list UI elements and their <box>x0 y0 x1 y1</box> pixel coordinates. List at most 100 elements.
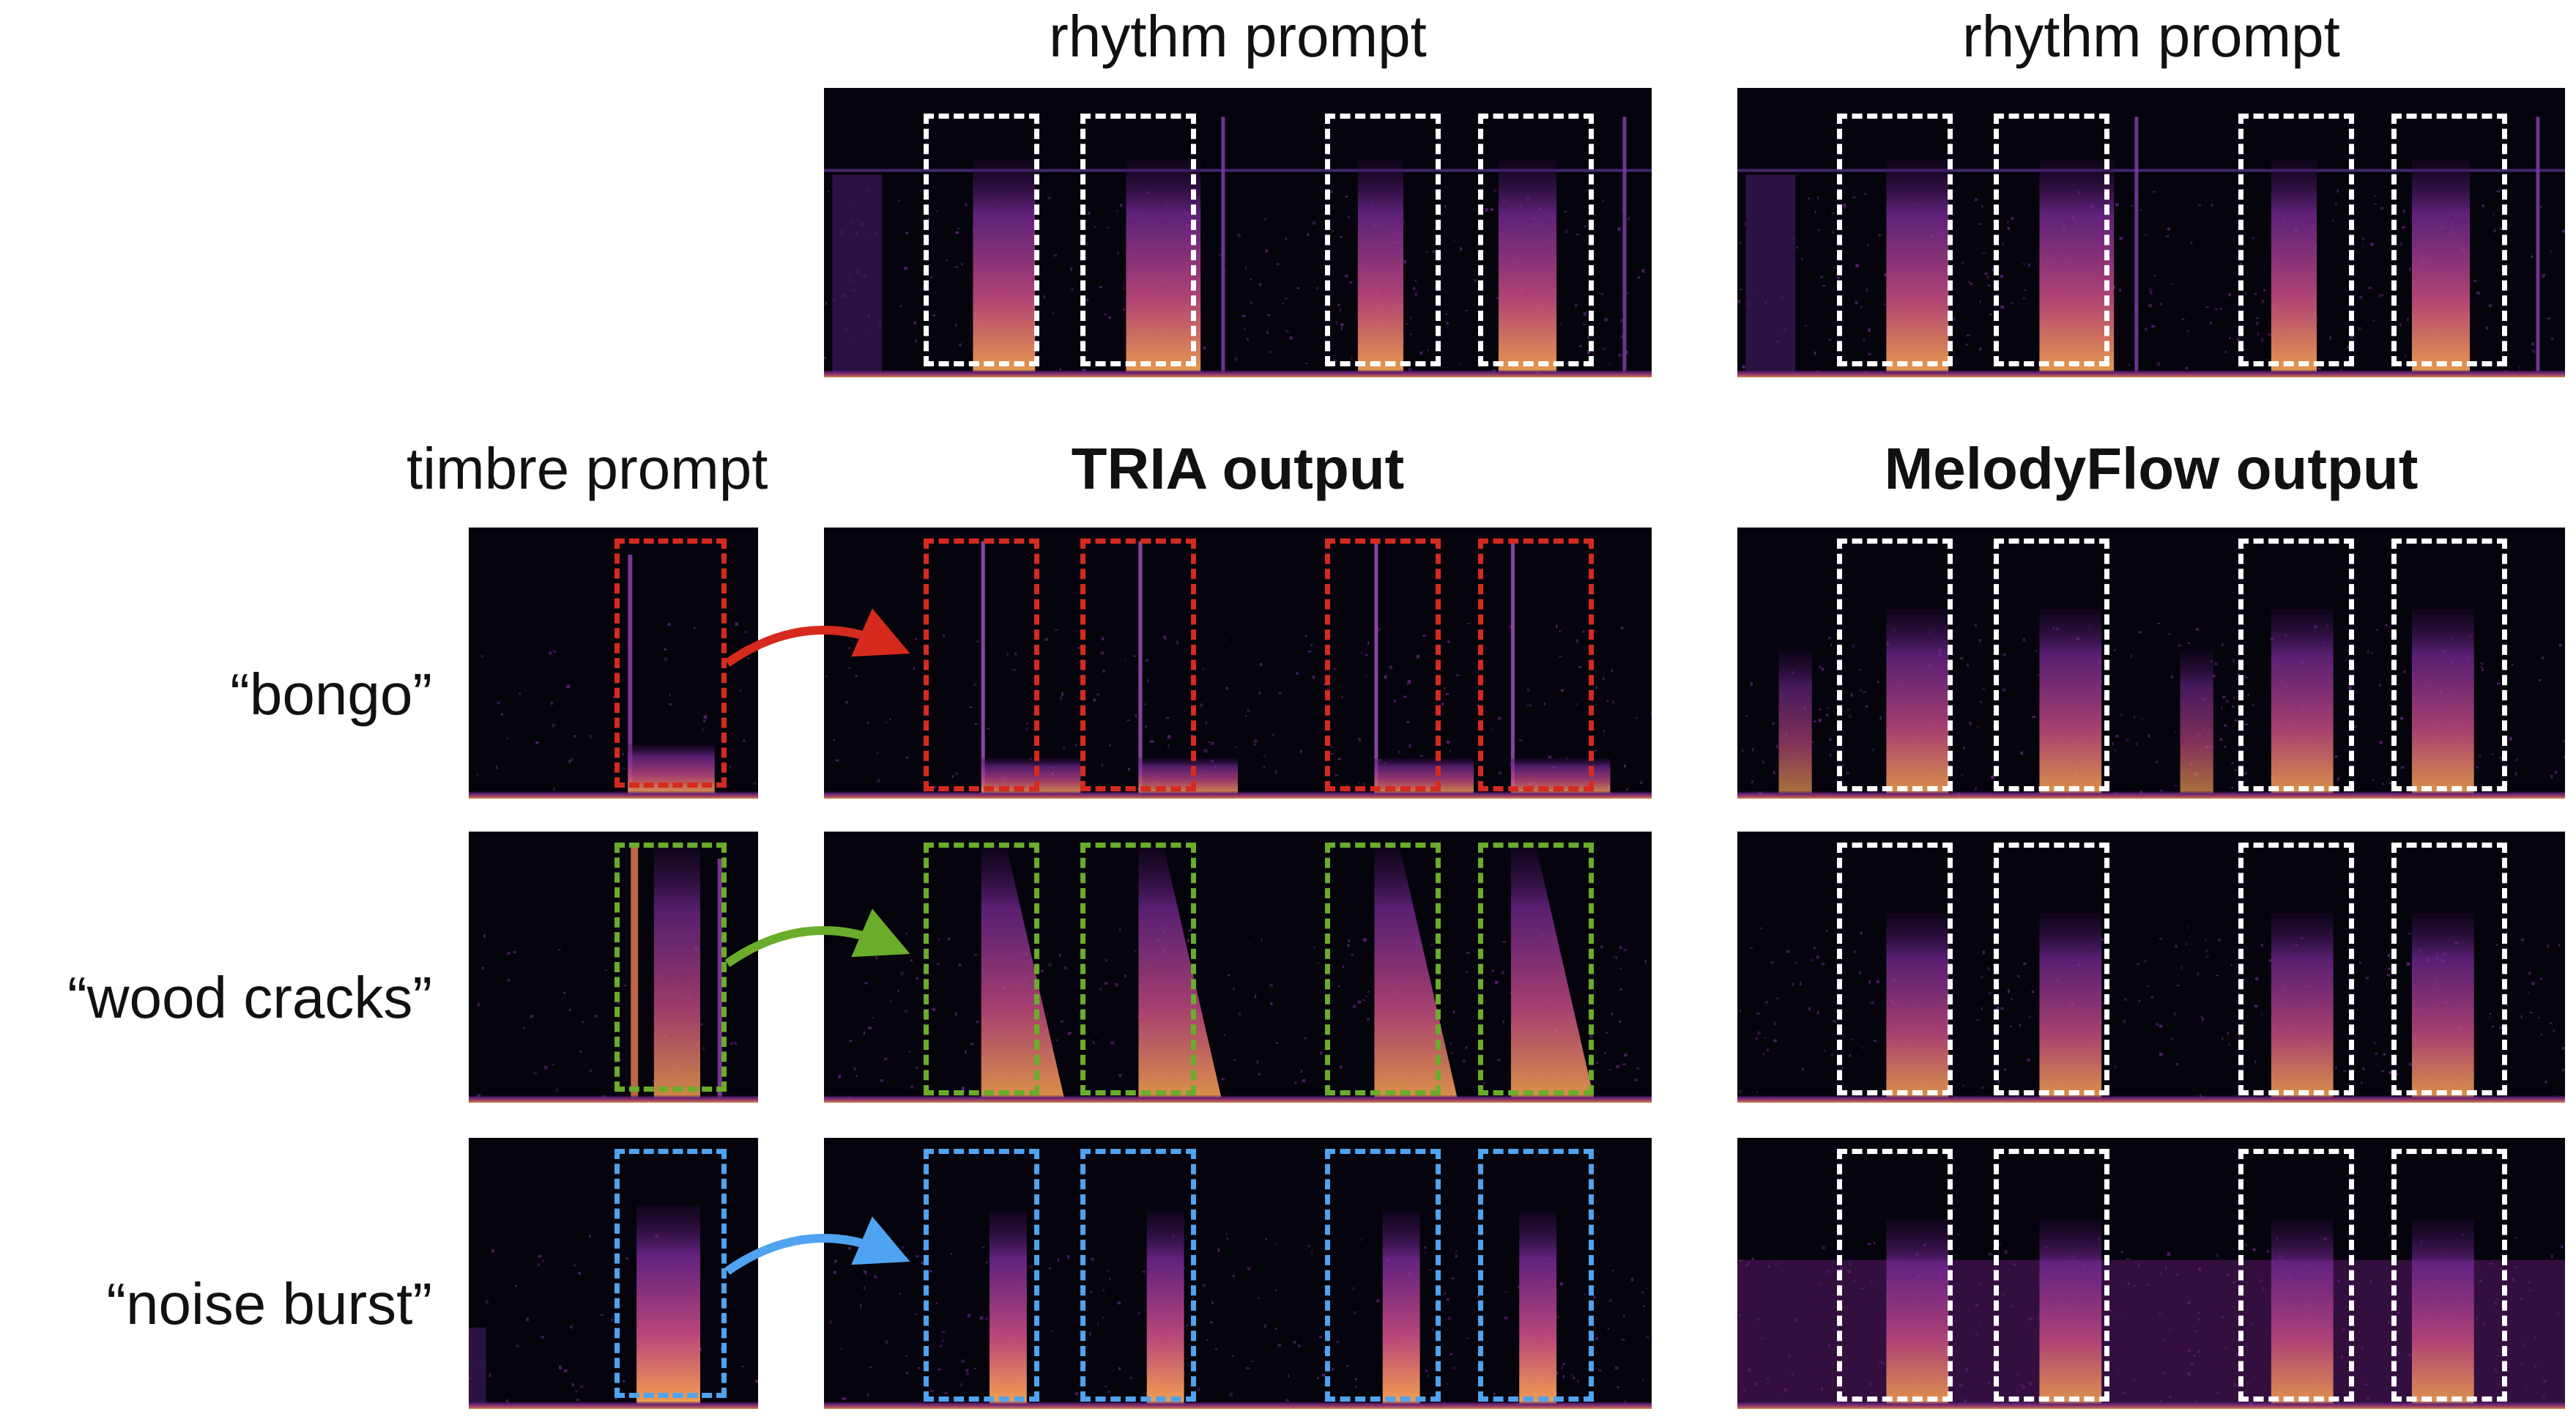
spectrogram-noise <box>2231 705 2235 708</box>
spectrogram-noise <box>741 1366 744 1368</box>
spectrogram-noise <box>1883 303 1886 306</box>
spectrogram-noise <box>1088 212 1091 215</box>
spectrogram-noise <box>2531 255 2533 259</box>
tria-onset-box <box>1477 843 1594 1095</box>
spectrogram-noise <box>1828 738 1832 741</box>
spectrogram-noise <box>1616 1065 1619 1068</box>
spectrogram-noise <box>1249 942 1251 945</box>
spectrogram-noise <box>2496 190 2501 193</box>
spectrogram-noise <box>497 701 500 704</box>
spectrogram-noise <box>1504 1316 1508 1320</box>
spectrogram-noise <box>2381 783 2385 785</box>
spectrogram-noise <box>2493 213 2495 215</box>
spectrogram-onset <box>981 845 1064 1098</box>
spectrogram-noise <box>1250 301 1253 305</box>
spectrogram-noise <box>1359 782 1361 785</box>
spectrogram-noise <box>2473 280 2477 282</box>
spectrogram-noise <box>1454 239 1456 242</box>
spectrogram-floor <box>1737 370 2565 377</box>
spectrogram-noise <box>1077 647 1081 649</box>
spectrogram-noise <box>946 259 949 262</box>
spectrogram-noise <box>1245 714 1247 718</box>
spectrogram-noise <box>516 1344 519 1347</box>
spectrogram-noise <box>825 301 828 305</box>
spectrogram-noise <box>2496 682 2501 685</box>
spectrogram-noise <box>2514 1237 2517 1239</box>
spectrogram-noise <box>1762 760 1765 764</box>
spectrogram-noise <box>1611 1013 1614 1015</box>
spectrogram-noise <box>1555 1371 1559 1375</box>
spectrogram-noise <box>1412 286 1416 291</box>
spectrogram-noise <box>514 1285 518 1287</box>
spectrogram-noise <box>2368 286 2372 289</box>
spectrogram-noise <box>1353 1005 1356 1008</box>
spectrogram-noise <box>2262 300 2264 303</box>
spectrogram-noise <box>2115 203 2119 207</box>
spectrogram-noise <box>1504 1291 1507 1293</box>
spectrogram-noise <box>1355 1385 1358 1388</box>
spectrogram-noise <box>1109 1277 1111 1281</box>
spectrogram-noise <box>1979 700 1983 703</box>
spectrogram-noise <box>1776 997 1779 1000</box>
spectrogram-noise <box>835 759 839 762</box>
spectrogram-noise <box>915 1066 918 1069</box>
spectrogram-noise <box>1615 956 1617 960</box>
spectrogram-noise <box>2379 740 2383 744</box>
spectrogram-noise <box>2227 1032 2230 1035</box>
spectrogram-noise <box>834 1259 837 1263</box>
spectrogram-noise <box>2261 338 2263 342</box>
spectrogram-noise <box>1867 243 1869 247</box>
spectrogram-noise <box>2190 242 2193 244</box>
spectrogram-noise <box>1752 747 1754 752</box>
spectrogram-noise <box>1362 783 1366 785</box>
spectrogram-noise <box>2343 1070 2347 1072</box>
spectrogram-noise <box>833 739 835 741</box>
spectrogram-noise <box>2247 693 2249 696</box>
spectrogram-noise <box>1102 1289 1105 1292</box>
spectrogram-noise <box>1558 655 1562 658</box>
spectrogram-noise <box>2171 1037 2174 1040</box>
spectrogram-noise <box>2373 1042 2376 1044</box>
spectrogram-noise <box>1979 347 1982 351</box>
spectrogram-noise <box>1863 338 1866 342</box>
spectrogram-noise <box>2558 944 2561 947</box>
spectrogram-noise <box>1450 1042 1452 1045</box>
spectrogram-noise <box>1274 1328 1278 1330</box>
spectrogram-noise <box>2231 786 2233 790</box>
spectrogram-noise <box>1853 950 1856 953</box>
spectrogram-noise <box>1247 337 1249 341</box>
spectrogram-noise <box>958 963 962 966</box>
spectrogram-noise <box>936 210 939 212</box>
spectrogram-noise <box>1622 1339 1625 1341</box>
spectrogram-noise <box>1403 221 1406 224</box>
spectrogram-noise <box>1625 788 1629 791</box>
spectrogram-noise <box>612 932 615 935</box>
spectrogram-noise <box>905 1355 908 1358</box>
spectrogram-noise <box>1821 962 1825 966</box>
spectrogram-noise <box>1970 282 1972 286</box>
spectrogram-noise <box>1432 250 1436 253</box>
spectrogram-noise <box>1300 1070 1303 1073</box>
spectrogram-noise <box>2167 633 2172 635</box>
spectrogram-noise <box>1467 622 1471 625</box>
spectrogram-noise <box>2347 346 2351 349</box>
spectrogram-noise <box>1188 929 1192 932</box>
spectrogram-noise <box>1496 297 1499 299</box>
spectrogram-noise <box>2120 1251 2123 1254</box>
spectrogram-noise <box>1302 1079 1306 1083</box>
spectrogram-noise <box>1163 635 1166 638</box>
spectrogram-noise <box>2009 1025 2013 1028</box>
spectrogram-noise <box>1584 1293 1586 1295</box>
spectrogram-noise <box>1149 740 1154 743</box>
spectrogram-noise <box>932 1008 935 1011</box>
spectrogram-noise <box>2008 989 2010 994</box>
spectrogram-noise <box>1094 226 1096 228</box>
spectrogram-noise <box>507 978 511 982</box>
spectrogram-noise <box>2404 355 2407 357</box>
spectrogram-noise <box>2480 662 2484 665</box>
spectrogram-noise <box>570 758 574 761</box>
spectrogram-noise <box>2551 1254 2553 1259</box>
spectrogram-noise <box>1215 1348 1218 1350</box>
spectrogram-noise <box>552 723 555 728</box>
spectrogram-noise <box>1988 1252 1992 1256</box>
